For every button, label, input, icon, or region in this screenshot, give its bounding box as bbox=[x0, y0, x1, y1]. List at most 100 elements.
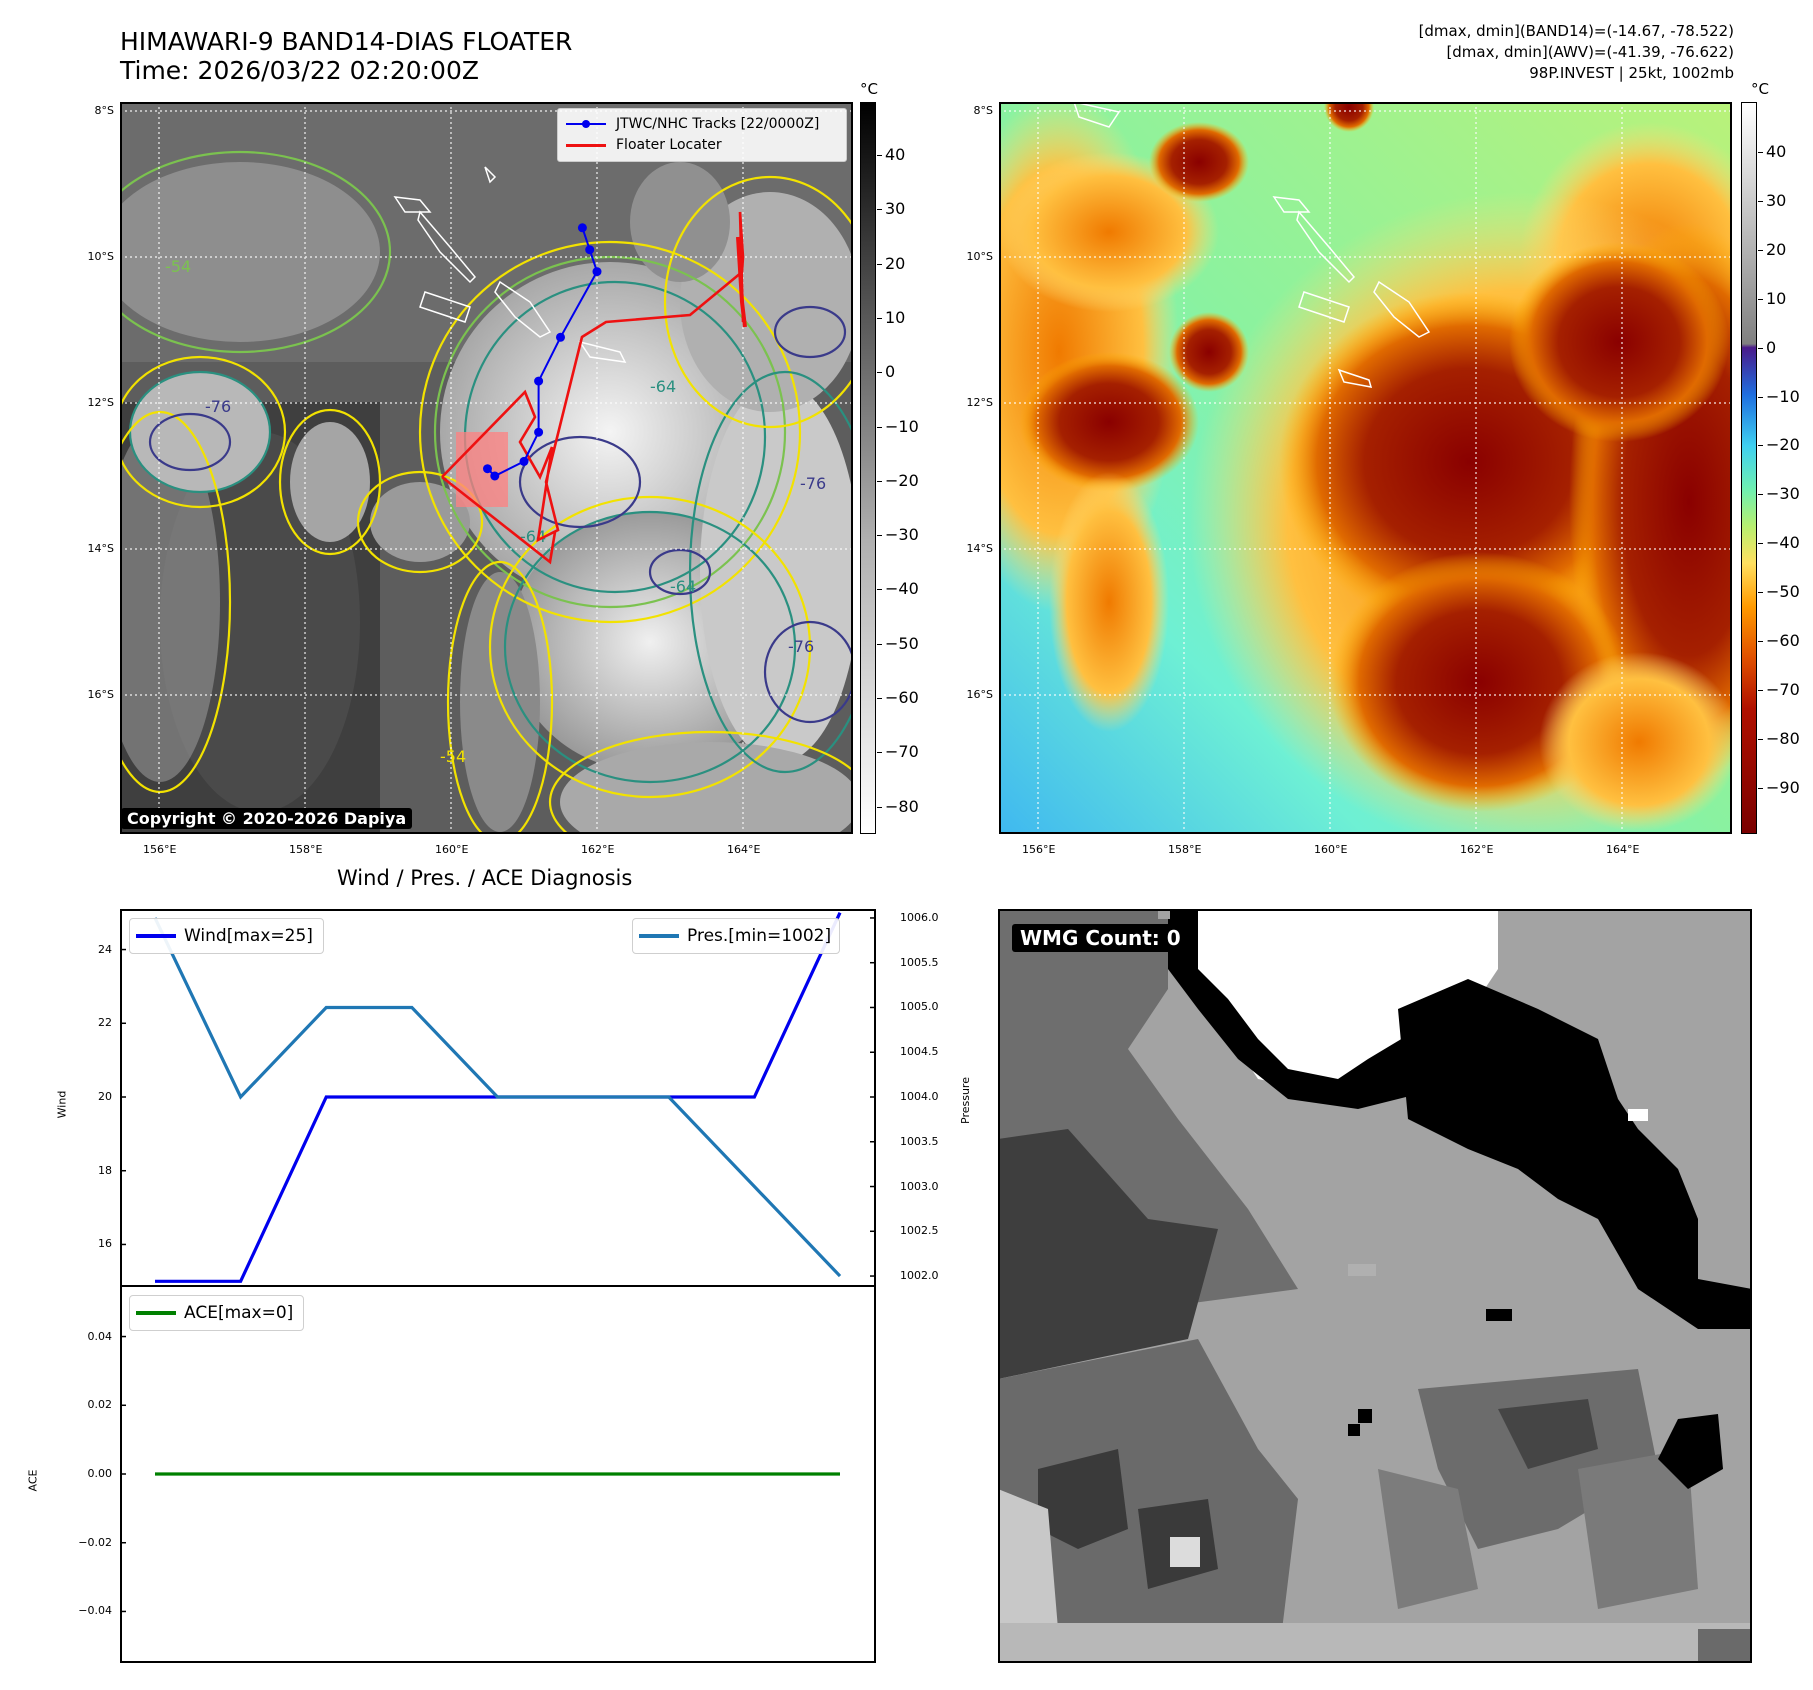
info-awv-range: [dmax, dmin](AWV)=(-41.39, -76.622) bbox=[1446, 43, 1734, 61]
floater-locater bbox=[441, 211, 747, 565]
diagnosis-plot bbox=[120, 912, 876, 1613]
ace-axis-label: ACE bbox=[26, 1469, 40, 1492]
lat-tick: 12°S bbox=[87, 396, 114, 409]
chart-title: HIMAWARI-9 BAND14-DIAS FLOATER bbox=[120, 27, 573, 56]
colorbar-tick: −30 bbox=[1766, 484, 1800, 504]
lon-tick: 164°E bbox=[727, 843, 761, 856]
colorbar-tick: 20 bbox=[885, 253, 906, 273]
lon-tick: 156°E bbox=[143, 843, 177, 856]
colorbar-tick-mark bbox=[1758, 445, 1763, 447]
axis-tick-label: 1003.0 bbox=[900, 1179, 939, 1193]
colorbar-tick: −40 bbox=[885, 579, 919, 599]
diagnosis-title: Wind / Pres. / ACE Diagnosis bbox=[337, 866, 633, 890]
axis-tick-label: 22 bbox=[98, 1016, 112, 1030]
colorbar-tick-mark bbox=[877, 643, 882, 645]
lon-tick: 158°E bbox=[1168, 843, 1202, 856]
info-band14-range: [dmax, dmin](BAND14)=(-14.67, -78.522) bbox=[1418, 22, 1734, 40]
colorbar-tick: −60 bbox=[1766, 631, 1800, 650]
colorbar-tick-mark bbox=[1758, 592, 1763, 594]
colorbar-tick-mark bbox=[1758, 641, 1763, 642]
track-point bbox=[556, 332, 565, 342]
wmg-frame bbox=[998, 909, 1752, 1663]
colorbar-tick: 10 bbox=[885, 307, 906, 327]
colorbar-tick: −90 bbox=[1766, 777, 1800, 797]
track-point bbox=[592, 267, 602, 277]
colorbar-tick-mark bbox=[877, 372, 882, 374]
colorbar-tick: −30 bbox=[885, 525, 919, 545]
colorbar-tick: −50 bbox=[885, 633, 919, 653]
lon-tick: 156°E bbox=[1022, 843, 1056, 856]
lon-tick: 162°E bbox=[1460, 843, 1494, 856]
colorbar-tick-mark bbox=[877, 480, 882, 482]
wind-axis-label: Wind bbox=[55, 1090, 69, 1119]
lat-tick: 8°S bbox=[973, 104, 993, 117]
lon-tick: 162°E bbox=[581, 843, 615, 856]
colorbar-tick-mark bbox=[1758, 543, 1763, 545]
axis-tick-label: 20 bbox=[98, 1090, 112, 1103]
colorbar-tick-mark bbox=[1758, 494, 1763, 496]
colorbar-tick: −10 bbox=[885, 416, 919, 436]
colorbar-tick-mark bbox=[877, 209, 882, 211]
colorbar-tick-mark bbox=[1758, 787, 1763, 789]
colorbar-tick: 20 bbox=[1766, 239, 1787, 259]
pressure-legend: Pres.[min=1002] bbox=[632, 918, 841, 954]
lon-tick: 160°E bbox=[1314, 843, 1348, 856]
chart-time: Time: 2026/03/22 02:20:00Z bbox=[120, 56, 479, 85]
wmg-grid-map bbox=[998, 909, 1752, 1663]
lat-tick: 12°S bbox=[966, 396, 993, 409]
colorbar-tick-mark bbox=[1758, 396, 1763, 398]
colorbar-tick-mark bbox=[877, 589, 882, 591]
axis-tick-label: 18 bbox=[98, 1163, 112, 1177]
ace-legend: ACE[max=0] bbox=[129, 1295, 305, 1331]
axis-tick-label: −0.02 bbox=[78, 1535, 112, 1549]
colorbar-tick: 30 bbox=[885, 199, 906, 219]
colorbar-tick-mark bbox=[1758, 249, 1763, 251]
lat-tick: 16°S bbox=[87, 688, 114, 701]
contour-label: -76 bbox=[205, 397, 231, 416]
colorbar-unit-right: °C bbox=[1751, 80, 1769, 98]
track-point bbox=[534, 376, 544, 386]
band14-map-frame bbox=[120, 102, 853, 834]
axis-tick-label: 16 bbox=[98, 1237, 112, 1251]
pressure-axis-label: Pressure bbox=[958, 1077, 972, 1124]
axis-tick-label: 1004.5 bbox=[900, 1045, 939, 1059]
colorbar-tick-mark bbox=[877, 535, 882, 537]
axis-tick-label: 1005.5 bbox=[900, 955, 939, 969]
info-storm: 98P.INVEST | 25kt, 1002mb bbox=[1529, 64, 1734, 82]
colorbar-tick: 40 bbox=[885, 145, 906, 164]
colorbar-unit-left: °C bbox=[860, 80, 878, 98]
contour-label: -76 bbox=[788, 637, 814, 656]
map-legend: JTWC/NHC Tracks [22/0000Z] Floater Locat… bbox=[557, 108, 847, 162]
colorbar-tick: −20 bbox=[1766, 435, 1800, 455]
contour-label: -64 bbox=[670, 577, 696, 596]
legend-locater-label: Floater Locater bbox=[616, 137, 722, 153]
colorbar-tick-mark bbox=[877, 806, 882, 808]
lat-tick: 10°S bbox=[966, 250, 993, 263]
lon-tick: 160°E bbox=[435, 843, 469, 856]
ace-legend-label: ACE[max=0] bbox=[184, 1303, 294, 1323]
wind-legend: Wind[max=25] bbox=[129, 918, 324, 954]
awv-map-frame bbox=[999, 102, 1732, 834]
track-point bbox=[483, 464, 492, 474]
colorbar-tick-mark bbox=[1758, 152, 1763, 153]
contour-label: -76 bbox=[800, 474, 826, 493]
colorbar-tick-mark bbox=[877, 263, 882, 265]
axis-tick-label: 0.00 bbox=[87, 1467, 113, 1480]
colorbar-tick: −10 bbox=[1766, 386, 1800, 406]
colorbar-tick: −50 bbox=[1766, 582, 1800, 602]
lat-tick: 16°S bbox=[966, 688, 993, 701]
track-point bbox=[585, 245, 595, 255]
axis-tick-label: 0.02 bbox=[87, 1398, 113, 1412]
axis-tick-label: 1003.5 bbox=[900, 1134, 939, 1148]
colorbar-tick-mark bbox=[877, 698, 882, 699]
copyright-badge: Copyright © 2020-2026 Dapiya bbox=[121, 808, 413, 829]
colorbar-tick-mark bbox=[1758, 200, 1763, 202]
colorbar-tick: −80 bbox=[885, 796, 919, 816]
colorbar-tick-mark bbox=[1758, 689, 1763, 691]
colorbar-tick-mark bbox=[877, 752, 882, 754]
lat-tick: 8°S bbox=[94, 104, 114, 117]
track-point bbox=[490, 471, 500, 481]
lat-tick: 14°S bbox=[966, 542, 993, 555]
awv-color-map bbox=[999, 102, 1732, 834]
axis-tick-label: 24 bbox=[98, 942, 112, 956]
